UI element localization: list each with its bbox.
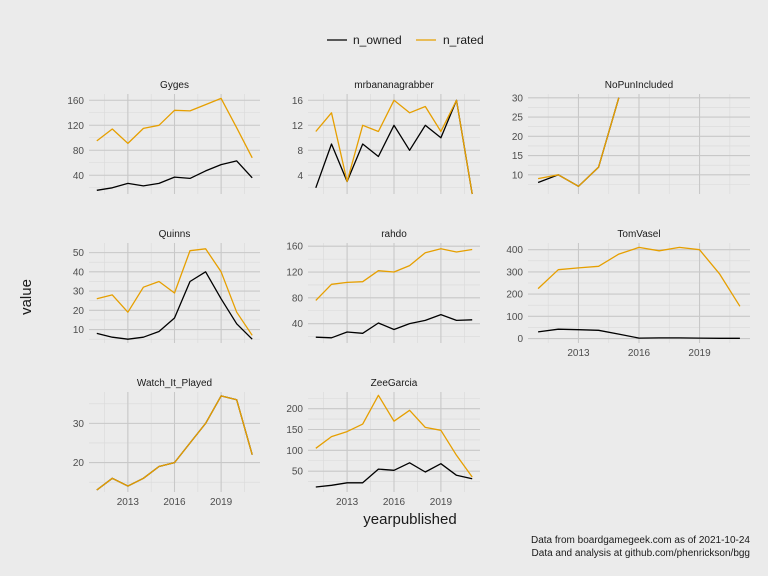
- series-line-n-rated: [96, 248, 253, 336]
- facet-nopunincluded: NoPunIncluded 10 15 20 25 30: [512, 80, 750, 194]
- facet-title: rahdo: [381, 229, 407, 240]
- y-tick-label: 80: [73, 146, 85, 157]
- series-line-n-rated: [315, 394, 473, 478]
- y-tick-label: 16: [292, 96, 304, 107]
- series-line-n-owned: [96, 160, 253, 191]
- x-tick-label: 2016: [163, 497, 186, 508]
- facet-rahdo: rahdo 40 80 120 160: [286, 229, 480, 343]
- y-tick-label: 0: [517, 334, 523, 345]
- series-line-n-rated: [96, 97, 253, 159]
- legend: n_owned n_rated: [327, 33, 484, 47]
- y-tick-label: 25: [512, 113, 524, 124]
- y-tick-label: 200: [286, 404, 303, 415]
- y-tick-label: 30: [73, 287, 85, 298]
- x-tick-label: 2013: [336, 497, 359, 508]
- x-axis-title: yearpublished: [363, 511, 456, 528]
- y-tick-label: 100: [286, 446, 303, 457]
- y-tick-label: 40: [73, 171, 85, 182]
- series-line-n-rated: [537, 97, 620, 187]
- y-tick-label: 200: [506, 290, 523, 301]
- facet-watch-it-played: Watch_It_Played 20 30 2013 2016 2019: [73, 378, 260, 508]
- y-tick-label: 4: [297, 171, 303, 182]
- y-tick-label: 400: [506, 245, 523, 256]
- series-line-n-rated: [96, 395, 253, 491]
- y-tick-label: 120: [67, 121, 84, 132]
- x-tick-label: 2016: [628, 348, 651, 359]
- y-tick-label: 100: [506, 312, 523, 323]
- facet-gyges: Gyges 40 80 120 160: [67, 80, 260, 194]
- facet-title: TomVasel: [617, 229, 660, 240]
- facet-title: Watch_It_Played: [137, 378, 212, 389]
- x-tick-label: 2019: [430, 497, 453, 508]
- x-tick-label: 2016: [383, 497, 406, 508]
- facet-title: ZeeGarcia: [371, 378, 418, 389]
- caption-line-2: Data and analysis at github.com/phenrick…: [532, 548, 750, 559]
- facet-title: mrbananagrabber: [354, 80, 434, 91]
- y-tick-label: 80: [292, 293, 304, 304]
- legend-label-n-rated: n_rated: [443, 33, 484, 47]
- y-tick-label: 40: [292, 319, 304, 330]
- series-line-n-rated: [315, 248, 473, 301]
- facet-mrbananagrabber: mrbananagrabber 4 8 12 16: [292, 80, 480, 195]
- series-line-n-rated: [315, 99, 473, 195]
- y-tick-label: 50: [292, 467, 304, 478]
- x-tick-label: 2013: [567, 348, 590, 359]
- y-tick-label: 10: [512, 170, 524, 181]
- series-line-n-owned: [538, 328, 740, 339]
- y-tick-label: 50: [73, 248, 85, 259]
- facet-quinns: Quinns 10 20 30 40 50: [73, 229, 260, 343]
- y-tick-label: 20: [73, 458, 85, 469]
- y-tick-label: 30: [73, 419, 85, 430]
- y-tick-label: 150: [286, 425, 303, 436]
- facet-title: NoPunIncluded: [605, 80, 673, 91]
- x-tick-label: 2019: [210, 497, 233, 508]
- series-line-n-rated: [537, 246, 741, 307]
- y-tick-label: 300: [506, 267, 523, 278]
- y-tick-label: 12: [292, 121, 304, 132]
- caption-line-1: Data from boardgamegeek.com as of 2021-1…: [531, 535, 750, 546]
- y-tick-label: 40: [73, 267, 85, 278]
- series-line-n-owned: [315, 462, 473, 488]
- y-tick-label: 120: [286, 268, 303, 279]
- facet-title: Quinns: [159, 229, 191, 240]
- facet-zeegarcia: ZeeGarcia 50 100 150 200 2013 2016 2019: [286, 378, 480, 508]
- series-line-n-owned: [315, 99, 473, 195]
- series-line-n-owned: [315, 313, 473, 339]
- x-tick-label: 2013: [117, 497, 140, 508]
- facet-tomvasel: TomVasel 0 100 200 300 400 2013 2016 2019: [506, 229, 750, 359]
- y-tick-label: 160: [286, 242, 303, 253]
- y-tick-label: 15: [512, 151, 524, 162]
- y-axis-title: value: [18, 279, 35, 315]
- x-tick-label: 2019: [688, 348, 711, 359]
- series-line-n-owned: [96, 271, 253, 340]
- y-tick-label: 8: [297, 146, 303, 157]
- y-tick-label: 10: [73, 325, 85, 336]
- legend-label-n-owned: n_owned: [353, 33, 402, 47]
- facet-title: Gyges: [160, 80, 189, 91]
- y-tick-label: 30: [512, 93, 524, 104]
- y-tick-label: 20: [73, 306, 85, 317]
- y-tick-label: 160: [67, 96, 84, 107]
- y-tick-label: 20: [512, 132, 524, 143]
- facet-panels: Gyges 40 80 120 160 mrbananagrabber 4 8 12 16 NoPu…: [67, 80, 750, 508]
